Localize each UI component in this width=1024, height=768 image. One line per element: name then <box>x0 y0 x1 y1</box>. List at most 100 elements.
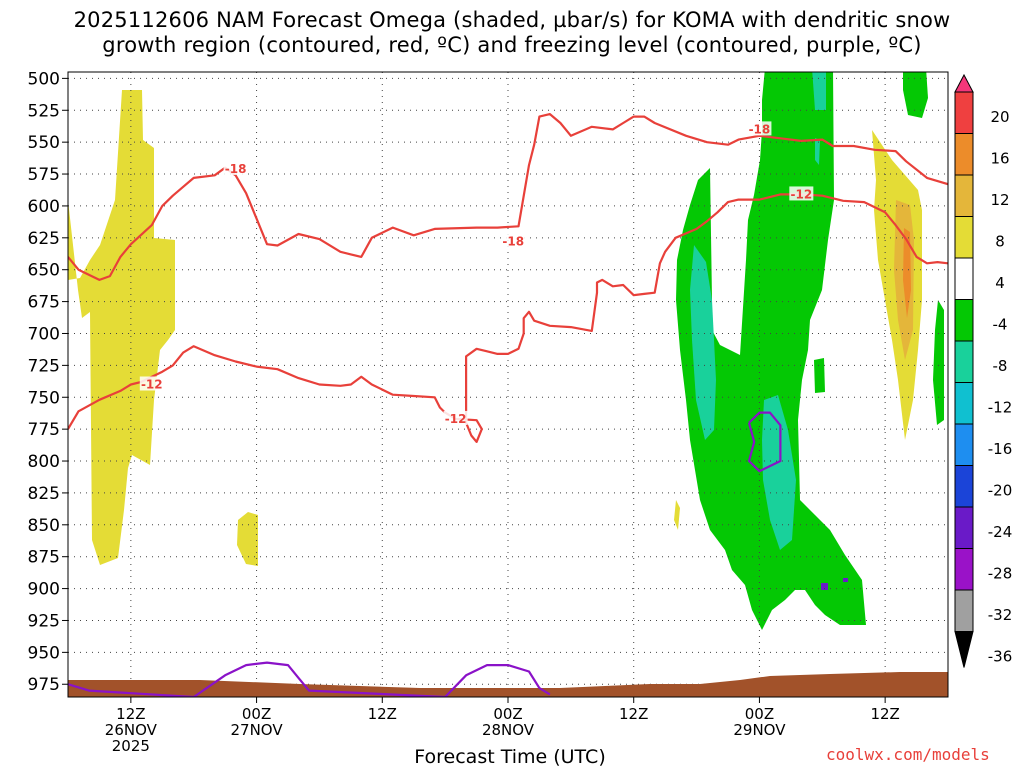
colorbar-top-arrow <box>954 73 974 93</box>
x-tick-year: 2025 <box>112 737 150 755</box>
colorbar-level-label: 20 <box>990 108 1009 126</box>
colorbar-level-label: -28 <box>988 565 1013 583</box>
chart-title-line2: growth region (contoured, red, ºC) and f… <box>102 33 922 57</box>
chart-title-line1: 2025112606 NAM Forecast Omega (shaded, µ… <box>73 8 951 32</box>
omega-teal-region-a <box>690 245 716 440</box>
contour-line <box>68 113 948 281</box>
colorbar-swatch <box>954 216 974 259</box>
contour-line <box>747 411 782 473</box>
y-tick-label: 800 <box>28 452 60 472</box>
y-tick-label: 600 <box>28 197 60 217</box>
omega-yellow-region-a <box>68 90 175 565</box>
contour-label: -12 <box>141 378 163 392</box>
colorbar-swatch <box>954 382 974 425</box>
y-tick-label: 900 <box>28 580 60 600</box>
contour-label-bg <box>789 186 814 201</box>
contours <box>68 113 948 697</box>
colorbar-level-label: -36 <box>988 648 1013 666</box>
omega-green-region-d <box>814 358 825 393</box>
colorbar-swatch <box>954 174 974 217</box>
colorbar-swatch <box>954 133 974 176</box>
x-tick-date: 29NOV <box>733 721 786 739</box>
x-tick-label: 00Z <box>745 705 774 723</box>
contour-label: -18 <box>225 162 247 176</box>
contour-label-bg <box>223 160 248 175</box>
colorbar-swatch <box>954 465 974 508</box>
y-tick-label: 775 <box>28 420 60 440</box>
x-tick-label: 12Z <box>870 705 899 723</box>
omega-yellow-region-d <box>674 500 680 530</box>
omega-purple-dot-b <box>843 578 848 582</box>
colorbar: 20 16 12 8 4 -4 -8 -12 -16 -20 -24 -28 -32 -36 <box>954 73 1013 668</box>
colorbar-swatch <box>954 299 974 342</box>
y-tick-label: 700 <box>28 324 60 344</box>
y-tick-label: 950 <box>28 643 60 663</box>
y-tick-label: 875 <box>28 548 60 568</box>
contour-line <box>68 661 551 697</box>
colorbar-level-label: 16 <box>990 150 1009 168</box>
y-tick-label: 750 <box>28 388 60 408</box>
omega-red-region <box>903 228 911 318</box>
omega-green-region-main <box>676 72 866 630</box>
y-axis: 500 525 550 575 600 625 650 675 700 725 750 775 800 8… <box>28 69 68 695</box>
omega-green-region-c <box>933 300 944 425</box>
y-tick-label: 500 <box>28 69 60 89</box>
contour-label: -12 <box>445 412 467 426</box>
colorbar-swatch <box>954 589 974 632</box>
y-tick-label: 975 <box>28 675 60 695</box>
omega-teal-region-d <box>815 138 820 165</box>
contour-label: -12 <box>790 187 812 201</box>
contour-label-bg <box>139 376 164 391</box>
y-tick-label: 575 <box>28 165 60 185</box>
y-tick-label: 650 <box>28 261 60 281</box>
y-tick-label: 525 <box>28 101 60 121</box>
colorbar-level-label: 8 <box>995 233 1005 251</box>
y-tick-label: 925 <box>28 611 60 631</box>
omega-shading <box>68 72 944 630</box>
y-tick-label: 725 <box>28 356 60 376</box>
contour-line <box>68 193 948 443</box>
x-tick-date: 26NOV <box>105 721 158 739</box>
colorbar-level-label: -32 <box>988 606 1013 624</box>
omega-purple-dot-a <box>821 583 828 590</box>
omega-teal-region-b <box>762 395 796 550</box>
terrain-surface <box>68 672 948 697</box>
contour-label-bg <box>501 233 526 248</box>
contour-label: -18 <box>749 122 771 136</box>
y-tick-label: 550 <box>28 133 60 153</box>
colorbar-swatch <box>954 506 974 549</box>
colorbar-level-label: -16 <box>988 440 1013 458</box>
omega-yellow-region-b <box>237 512 258 566</box>
x-tick-label: 12Z <box>619 705 648 723</box>
colorbar-level-label: -4 <box>993 316 1008 334</box>
x-tick-label: 00Z <box>242 705 271 723</box>
x-tick-date: 27NOV <box>231 721 284 739</box>
colorbar-swatch <box>954 423 974 466</box>
colorbar-swatch <box>954 257 974 300</box>
colorbar-swatch <box>954 340 974 383</box>
y-tick-label: 850 <box>28 516 60 536</box>
colorbar-level-label: 12 <box>990 191 1009 209</box>
colorbar-level-label: 4 <box>995 274 1005 292</box>
terrain-fill <box>68 672 948 697</box>
colorbar-level-label: -20 <box>988 482 1013 500</box>
colorbar-swatch <box>954 548 974 591</box>
colorbar-level-label: -12 <box>988 399 1013 417</box>
y-tick-label: 675 <box>28 293 60 313</box>
contour-labels: -18 -18 -18 -12 -12 -12 <box>139 121 814 426</box>
site-credit-link[interactable]: coolwx.com/models <box>826 745 990 764</box>
x-axis-title: Forecast Time (UTC) <box>414 746 606 768</box>
y-tick-label: 825 <box>28 484 60 504</box>
contour-label-bg <box>443 410 468 425</box>
omega-green-region-b <box>903 72 928 118</box>
x-tick-label: 12Z <box>116 705 145 723</box>
contour-label: -18 <box>502 235 524 249</box>
colorbar-swatch <box>954 91 974 134</box>
colorbar-level-label: -8 <box>993 357 1008 375</box>
colorbar-level-label: -24 <box>988 523 1013 541</box>
x-tick-label: 12Z <box>368 705 397 723</box>
y-tick-label: 625 <box>28 229 60 249</box>
x-tick-label: 00Z <box>493 705 522 723</box>
